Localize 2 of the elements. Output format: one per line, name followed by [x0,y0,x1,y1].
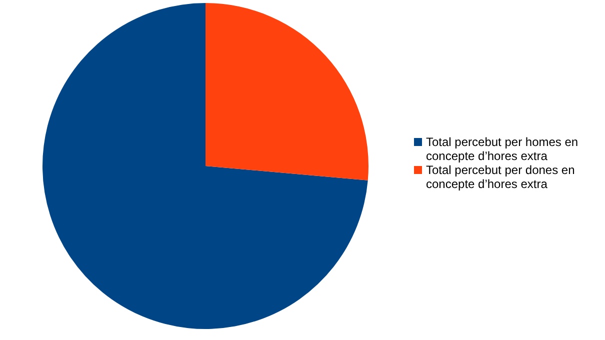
legend-label: Total percebut per homes en concepte d’hores extra [426,135,580,163]
legend-label: Total percebut per dones en concepte d’hores extra [426,163,576,191]
